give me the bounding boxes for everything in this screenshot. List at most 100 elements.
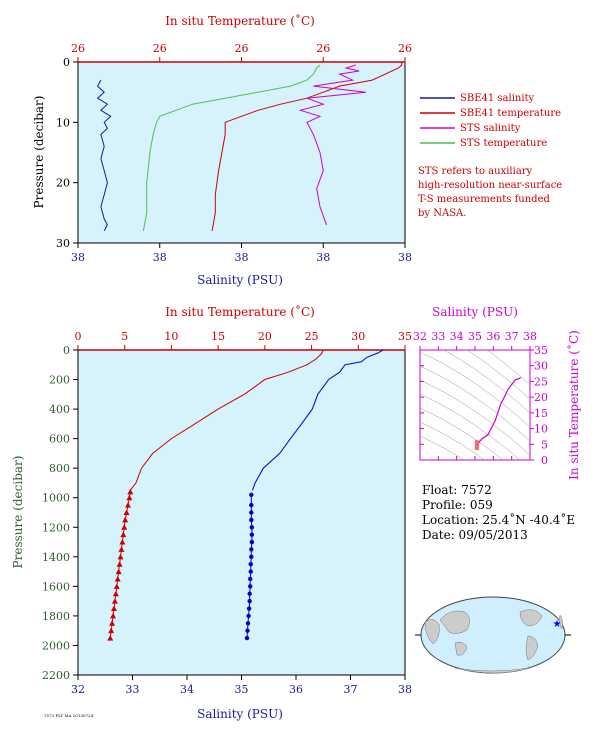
temperature-marker xyxy=(120,531,127,538)
salinity-marker xyxy=(249,547,254,552)
main-pressure-tick-label: 1200 xyxy=(42,521,70,534)
ts-salinity-label: Salinity (PSU) xyxy=(432,305,518,319)
salinity-marker xyxy=(249,517,254,523)
ts-temperature-label: In situ Temperature (˚C) xyxy=(566,330,581,480)
float-location-marker: ★ xyxy=(553,619,562,630)
ts-salinity-tick-label: 34 xyxy=(450,330,464,343)
top-temp-tick-label: 26 xyxy=(316,42,330,55)
map-land-europe xyxy=(559,614,563,630)
main-pressure-tick-label: 1400 xyxy=(42,551,70,564)
top-pressure-tick-label: 0 xyxy=(63,56,70,69)
temperature-marker xyxy=(111,598,118,604)
top-salinity-tick-label: 38 xyxy=(398,251,412,264)
top-plot-area xyxy=(77,61,406,244)
legend-sbe41-salinity: SBE41 salinity xyxy=(460,93,535,104)
legend-sts-salinity: STS salinity xyxy=(460,123,521,134)
ts-temperature-tick-label: 0 xyxy=(541,454,548,467)
map-land-north-america xyxy=(519,609,543,627)
main-temp-tick-label: 30 xyxy=(351,330,365,343)
temperature-marker xyxy=(116,561,123,567)
map-land-antarctica xyxy=(454,667,531,674)
ts-temperature-tick-label: 20 xyxy=(534,391,548,404)
temperature-marker xyxy=(119,539,126,545)
ts-series xyxy=(474,377,522,450)
temperature-marker xyxy=(107,635,114,641)
main-temp-tick-label: 20 xyxy=(258,330,272,343)
main-plot-salinity-label: Salinity (PSU) xyxy=(197,707,283,721)
top-series-line xyxy=(96,79,112,232)
temperature-marker xyxy=(122,516,129,523)
main-temp-tick-label: 5 xyxy=(121,330,128,343)
float-id: Float: 7572 xyxy=(422,483,492,497)
legend-sts-temperature: STS temperature xyxy=(460,138,547,149)
main-plot-salinity-ticks: 32 33 34 35 36 37 38 xyxy=(71,675,412,696)
top-temp-tick-label: 26 xyxy=(398,42,412,55)
main-salinity-tick-label: 37 xyxy=(344,683,358,696)
main-temp-tick-label: 25 xyxy=(305,330,319,343)
top-plot-temp-ticks: 26 26 26 26 26 xyxy=(71,42,412,62)
top-plot-series xyxy=(96,62,403,232)
footer-note: 7572 FLT MA 20130724 xyxy=(44,713,94,718)
top-salinity-tick-label: 38 xyxy=(235,251,249,264)
main-plot-area xyxy=(77,349,406,676)
salinity-marker xyxy=(249,554,254,560)
ts-salinity-tick-label: 38 xyxy=(523,330,537,343)
salinity-marker xyxy=(249,510,254,515)
main-pressure-tick-label: 600 xyxy=(49,433,70,446)
ts-temperature-ticks: 0 5 10 15 20 25 30 35 xyxy=(420,344,548,467)
main-temp-tick-label: 15 xyxy=(211,330,225,343)
salinity-marker xyxy=(245,621,251,626)
top-plot-salinity-ticks: 38 38 38 38 38 xyxy=(71,243,412,264)
main-pressure-tick-label: 0 xyxy=(63,344,70,357)
note-line-1: STS refers to auxiliary xyxy=(418,166,533,177)
main-pressure-tick-label: 1600 xyxy=(42,580,70,593)
top-plot-temp-axis-label: In situ Temperature (˚C) xyxy=(165,13,315,28)
main-plot-temp-axis-label: In situ Temperature (˚C) xyxy=(165,304,315,319)
salinity-marker xyxy=(249,532,255,537)
temperature-marker xyxy=(117,553,124,560)
ts-diagram: Salinity (PSU) 32 33 34 35 36 37 38 0 5 10 15 20 25… xyxy=(413,305,581,480)
salinity-marker xyxy=(248,562,253,567)
temperature-marker xyxy=(112,590,119,597)
ts-temperature-tick-label: 35 xyxy=(534,344,548,357)
temperature-marker xyxy=(126,494,133,501)
main-series-line xyxy=(129,350,324,491)
legend-sbe41-temperature: SBE41 temperature xyxy=(460,108,561,119)
temperature-marker xyxy=(110,605,117,612)
main-pressure-tick-label: 1000 xyxy=(42,492,70,505)
top-series-line xyxy=(211,62,403,231)
isopycnal-line xyxy=(486,350,530,386)
ts-temperature-tick-label: 15 xyxy=(534,407,548,420)
note-line-3: T-S measurements funded xyxy=(418,194,550,205)
main-plot-pressure-ticks: 0 200 400 600 800 1000 1200 1400 1600 1800 2000 220… xyxy=(42,344,78,682)
isopycnal-line xyxy=(420,365,530,442)
temperature-marker xyxy=(121,524,128,530)
note-line-2: high-resolution near-surface xyxy=(418,180,562,191)
isopycnal-line xyxy=(443,350,530,414)
salinity-marker xyxy=(249,539,255,545)
main-pressure-tick-label: 800 xyxy=(49,462,70,475)
main-pressure-tick-label: 1800 xyxy=(42,610,70,623)
isopycnal-line xyxy=(420,435,465,460)
top-series-line xyxy=(142,64,321,231)
float-info: Float: 7572 Profile: 059 Location: 25.4˚… xyxy=(422,483,575,542)
date: Date: 09/05/2013 xyxy=(422,528,528,542)
main-salinity-tick-label: 38 xyxy=(398,683,412,696)
temperature-marker xyxy=(123,509,130,515)
map-land-asia xyxy=(439,610,470,634)
top-temp-tick-label: 26 xyxy=(153,42,167,55)
temperature-marker xyxy=(115,568,122,575)
ts-deep-cluster xyxy=(474,440,479,450)
main-salinity-tick-label: 36 xyxy=(289,683,303,696)
main-salinity-tick-label: 34 xyxy=(180,683,194,696)
isopycnal-line xyxy=(420,421,486,460)
temperature-marker xyxy=(127,488,134,495)
top-salinity-tick-label: 38 xyxy=(316,251,330,264)
isopycnal-line xyxy=(420,393,521,460)
top-salinity-tick-label: 38 xyxy=(71,251,85,264)
map-land-south-america xyxy=(525,635,539,661)
note-line-4: by NASA. xyxy=(418,208,466,219)
ts-salinity-tick-label: 35 xyxy=(468,330,482,343)
top-temp-tick-label: 26 xyxy=(235,42,249,55)
top-pressure-tick-label: 20 xyxy=(56,177,70,190)
